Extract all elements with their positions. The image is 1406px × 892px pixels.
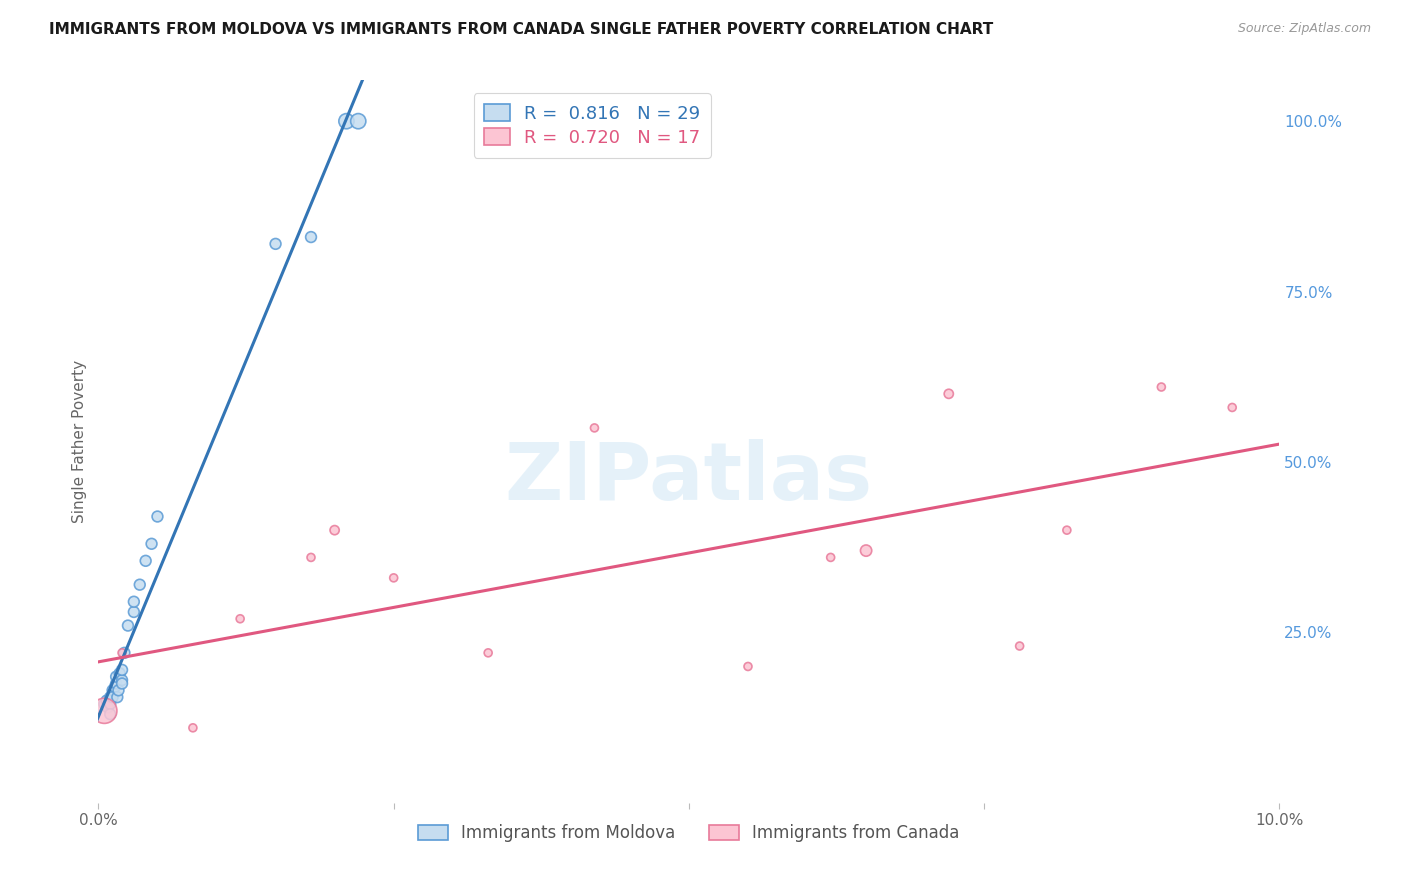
Point — [181, 721, 204, 735]
Point — [111, 673, 134, 687]
Point — [108, 666, 131, 681]
Point — [855, 543, 877, 558]
Point — [477, 646, 499, 660]
Point — [264, 236, 287, 251]
Point — [93, 697, 115, 711]
Legend: Immigrants from Moldova, Immigrants from Canada: Immigrants from Moldova, Immigrants from… — [412, 817, 966, 848]
Point — [101, 683, 124, 698]
Point — [97, 700, 120, 714]
Point — [101, 690, 124, 705]
Point — [347, 114, 370, 128]
Point — [382, 571, 405, 585]
Point — [105, 670, 128, 684]
Point — [737, 659, 759, 673]
Point — [122, 605, 145, 619]
Point — [1056, 523, 1078, 537]
Point — [93, 704, 115, 718]
Point — [1008, 639, 1031, 653]
Point — [128, 577, 150, 591]
Point — [1150, 380, 1173, 394]
Text: Source: ZipAtlas.com: Source: ZipAtlas.com — [1237, 22, 1371, 36]
Point — [104, 680, 127, 694]
Text: IMMIGRANTS FROM MOLDOVA VS IMMIGRANTS FROM CANADA SINGLE FATHER POVERTY CORRELAT: IMMIGRANTS FROM MOLDOVA VS IMMIGRANTS FR… — [49, 22, 994, 37]
Point — [122, 595, 145, 609]
Point — [111, 646, 134, 660]
Point — [98, 697, 121, 711]
Point — [583, 421, 606, 435]
Point — [146, 509, 169, 524]
Point — [938, 387, 960, 401]
Point — [105, 690, 128, 705]
Point — [107, 683, 129, 698]
Point — [335, 114, 357, 128]
Point — [141, 537, 163, 551]
Point — [117, 618, 139, 632]
Point — [98, 690, 121, 705]
Point — [820, 550, 842, 565]
Y-axis label: Single Father Poverty: Single Father Poverty — [72, 360, 87, 523]
Point — [1220, 401, 1243, 415]
Point — [299, 230, 322, 244]
Point — [111, 676, 134, 690]
Point — [105, 676, 128, 690]
Point — [96, 693, 118, 707]
Point — [112, 646, 135, 660]
Point — [111, 663, 134, 677]
Point — [323, 523, 346, 537]
Text: ZIPatlas: ZIPatlas — [505, 439, 873, 516]
Point — [98, 707, 121, 722]
Point — [299, 550, 322, 565]
Point — [229, 612, 252, 626]
Point — [135, 554, 157, 568]
